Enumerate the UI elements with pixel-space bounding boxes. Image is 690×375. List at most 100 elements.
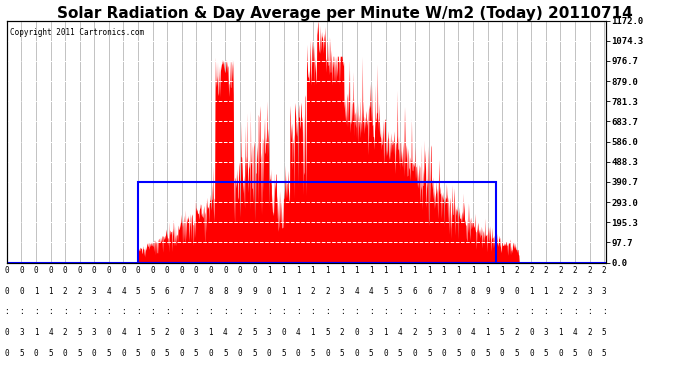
Text: 4: 4 xyxy=(368,287,373,296)
Text: 2: 2 xyxy=(77,287,82,296)
Text: 5: 5 xyxy=(77,349,82,358)
Text: 0: 0 xyxy=(77,266,82,275)
Text: 1: 1 xyxy=(310,328,315,337)
Text: :: : xyxy=(282,308,286,316)
Text: 0: 0 xyxy=(194,266,199,275)
Text: 0: 0 xyxy=(208,349,213,358)
Text: :: : xyxy=(63,308,68,316)
Text: 3: 3 xyxy=(19,328,23,337)
Text: 0: 0 xyxy=(413,349,417,358)
Text: 4: 4 xyxy=(121,287,126,296)
Text: 5: 5 xyxy=(325,328,330,337)
Text: 7: 7 xyxy=(194,287,199,296)
Text: 5: 5 xyxy=(544,349,548,358)
Text: 5: 5 xyxy=(136,349,140,358)
Text: 1: 1 xyxy=(500,266,504,275)
Text: 3: 3 xyxy=(339,287,344,296)
Text: 4: 4 xyxy=(398,328,402,337)
Text: 3: 3 xyxy=(194,328,199,337)
Text: :: : xyxy=(471,308,475,316)
Text: :: : xyxy=(179,308,184,316)
Text: 8: 8 xyxy=(456,287,461,296)
Text: 0: 0 xyxy=(5,328,9,337)
Text: 4: 4 xyxy=(106,287,111,296)
Text: 2: 2 xyxy=(558,266,563,275)
Text: 4: 4 xyxy=(296,328,301,337)
Text: 7: 7 xyxy=(442,287,446,296)
Text: 1: 1 xyxy=(325,266,330,275)
Text: :: : xyxy=(77,308,82,316)
Text: 3: 3 xyxy=(92,287,97,296)
Text: 1: 1 xyxy=(48,287,53,296)
Text: :: : xyxy=(544,308,548,316)
Text: 5: 5 xyxy=(223,349,228,358)
Text: 0: 0 xyxy=(384,349,388,358)
Text: 1: 1 xyxy=(208,328,213,337)
Text: 0: 0 xyxy=(208,266,213,275)
Text: :: : xyxy=(368,308,373,316)
Text: 0: 0 xyxy=(136,266,140,275)
Text: 0: 0 xyxy=(296,349,301,358)
Text: 0: 0 xyxy=(34,266,39,275)
Text: 0: 0 xyxy=(19,266,23,275)
Text: :: : xyxy=(413,308,417,316)
Text: 1: 1 xyxy=(339,266,344,275)
Text: :: : xyxy=(398,308,402,316)
Text: 4: 4 xyxy=(48,328,53,337)
Text: 9: 9 xyxy=(500,287,504,296)
Text: 0: 0 xyxy=(267,287,271,296)
Text: 5: 5 xyxy=(310,349,315,358)
Text: 1: 1 xyxy=(136,328,140,337)
Text: 5: 5 xyxy=(194,349,199,358)
Text: 5: 5 xyxy=(398,349,402,358)
Text: :: : xyxy=(92,308,97,316)
Text: 2: 2 xyxy=(587,328,592,337)
Text: 0: 0 xyxy=(179,349,184,358)
Text: Solar Radiation & Day Average per Minute W/m2 (Today) 20110714: Solar Radiation & Day Average per Minute… xyxy=(57,6,633,21)
Text: 9: 9 xyxy=(237,287,242,296)
Text: 0: 0 xyxy=(354,328,359,337)
Text: 5: 5 xyxy=(253,349,257,358)
Text: :: : xyxy=(19,308,23,316)
Text: 5: 5 xyxy=(515,349,519,358)
Text: 1: 1 xyxy=(34,328,39,337)
Text: :: : xyxy=(587,308,592,316)
Text: :: : xyxy=(194,308,199,316)
Text: 2: 2 xyxy=(165,328,170,337)
Text: 9: 9 xyxy=(485,287,490,296)
Text: 0: 0 xyxy=(471,349,475,358)
Text: :: : xyxy=(106,308,111,316)
Text: 7: 7 xyxy=(179,287,184,296)
Text: 5: 5 xyxy=(48,349,53,358)
Text: 0: 0 xyxy=(5,349,9,358)
Text: 0: 0 xyxy=(63,266,68,275)
Text: 0: 0 xyxy=(106,328,111,337)
Text: 0: 0 xyxy=(179,266,184,275)
Text: 5: 5 xyxy=(602,349,607,358)
Text: 8: 8 xyxy=(208,287,213,296)
Text: 2: 2 xyxy=(413,328,417,337)
Text: :: : xyxy=(384,308,388,316)
Text: 2: 2 xyxy=(63,328,68,337)
Text: 2: 2 xyxy=(529,266,533,275)
Text: 1: 1 xyxy=(485,266,490,275)
Text: 2: 2 xyxy=(587,266,592,275)
Text: 5: 5 xyxy=(602,328,607,337)
Text: 2: 2 xyxy=(558,287,563,296)
Text: :: : xyxy=(442,308,446,316)
Text: 5: 5 xyxy=(427,328,432,337)
Text: 0: 0 xyxy=(19,287,23,296)
Text: 6: 6 xyxy=(427,287,432,296)
Text: 1: 1 xyxy=(427,266,432,275)
Text: 0: 0 xyxy=(92,266,97,275)
Text: 0: 0 xyxy=(354,349,359,358)
Text: :: : xyxy=(223,308,228,316)
Text: 1: 1 xyxy=(296,266,301,275)
Text: 1: 1 xyxy=(456,266,461,275)
Text: 5: 5 xyxy=(339,349,344,358)
Text: :: : xyxy=(310,308,315,316)
Text: 0: 0 xyxy=(34,349,39,358)
Text: 5: 5 xyxy=(573,349,578,358)
Text: 5: 5 xyxy=(485,349,490,358)
Text: :: : xyxy=(558,308,563,316)
